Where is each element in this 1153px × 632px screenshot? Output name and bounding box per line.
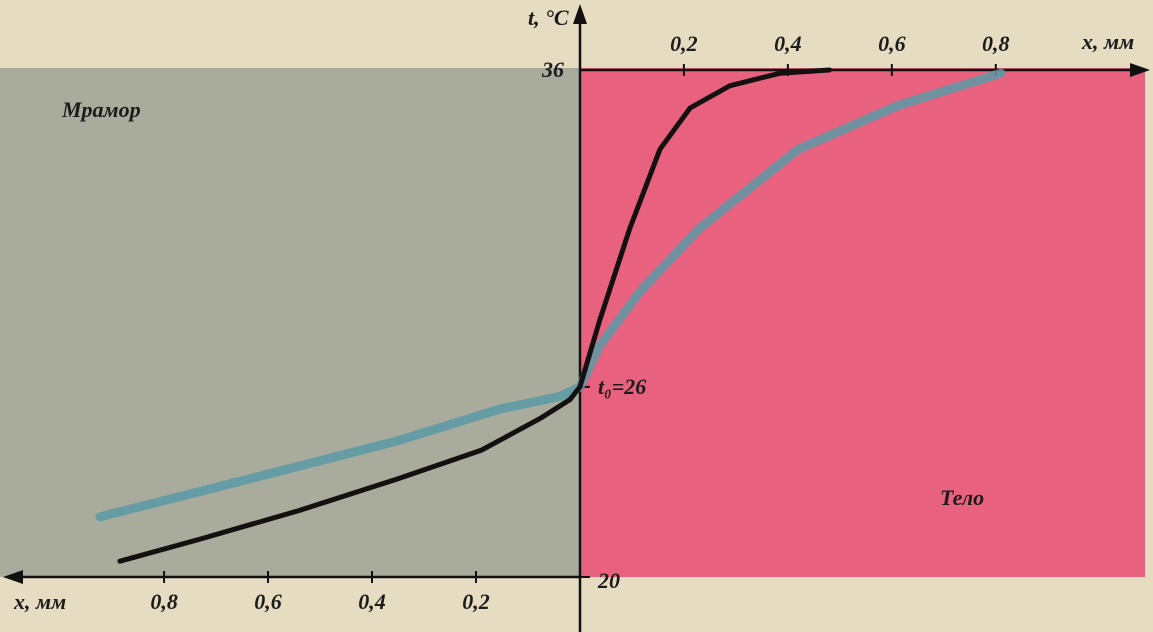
curve: [117, 67, 832, 564]
x-axis-top-arrow: [1130, 63, 1150, 77]
x-axis-label: x, мм: [13, 589, 66, 614]
marble-region: [0, 68, 580, 577]
y-tick-label: 36: [541, 57, 564, 82]
y-tick-label: 20: [597, 568, 620, 593]
x-tick-label: 0,6: [254, 589, 282, 614]
region-label: Мрамор: [61, 97, 141, 122]
x-tick-label: 0,4: [358, 589, 386, 614]
y-tick-label: t₀=26: [598, 374, 646, 399]
x-tick-label: 0,2: [462, 589, 490, 614]
x-tick-label: 0,8: [150, 589, 178, 614]
region-label: Тело: [940, 485, 984, 510]
x-axis-bottom-arrow: [3, 570, 23, 584]
x-axis-label: x, мм: [1081, 29, 1134, 54]
y-axis-label: t, °C: [528, 5, 569, 30]
x-tick-label: 0,4: [774, 31, 802, 56]
y-axis-arrow: [573, 4, 587, 24]
x-tick-label: 0,2: [670, 31, 698, 56]
body-region: [580, 68, 1145, 577]
x-tick-label: 0,8: [982, 31, 1010, 56]
x-tick-label: 0,6: [878, 31, 906, 56]
